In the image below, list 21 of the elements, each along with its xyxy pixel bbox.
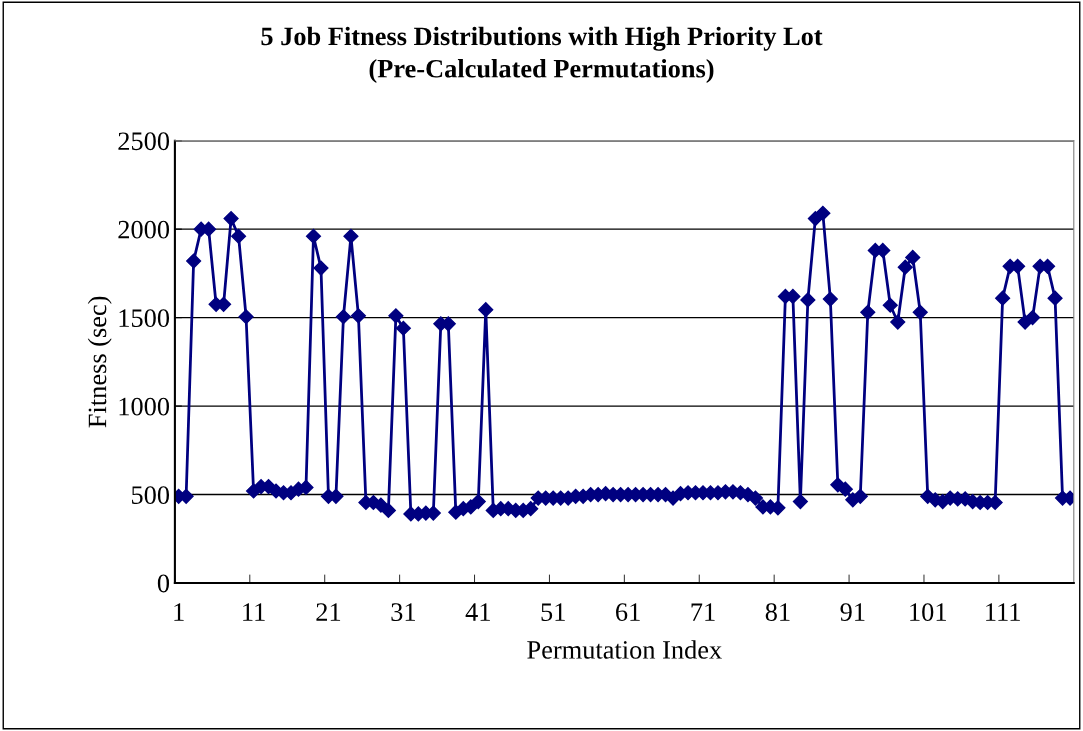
x-tick-label: 31 [391, 603, 415, 621]
x-tick-label: 11 [243, 603, 265, 621]
chart-title: 5 Job Fitness Distributions with High Priority Lot (Pre-Calculated Permutations) [261, 26, 823, 83]
x-tick-label: 51 [541, 603, 565, 621]
y-tick-label: 500 [131, 486, 170, 504]
x-tick-label: 91 [840, 603, 865, 621]
y-tick-label: 1500 [119, 309, 170, 328]
y-tick-label: 1000 [119, 397, 170, 416]
x-tick-label: 41 [465, 603, 490, 621]
x-tick-label: 111 [986, 603, 1020, 621]
x-tick-label: 101 [910, 603, 946, 621]
y-tick-label: 2500 [118, 132, 170, 151]
x-axis-title: Permutation Index [527, 640, 722, 659]
y-tick-label: 0 [157, 574, 170, 593]
x-tick-label: 71 [691, 603, 715, 621]
y-tick-label: 2000 [118, 220, 170, 239]
x-tick-label: 1 [174, 603, 184, 621]
y-axis-title: Fitness (sec) [87, 296, 112, 428]
x-tick-label: 61 [616, 603, 640, 621]
x-tick-label: 81 [765, 603, 790, 621]
x-tick-label: 21 [316, 603, 341, 621]
